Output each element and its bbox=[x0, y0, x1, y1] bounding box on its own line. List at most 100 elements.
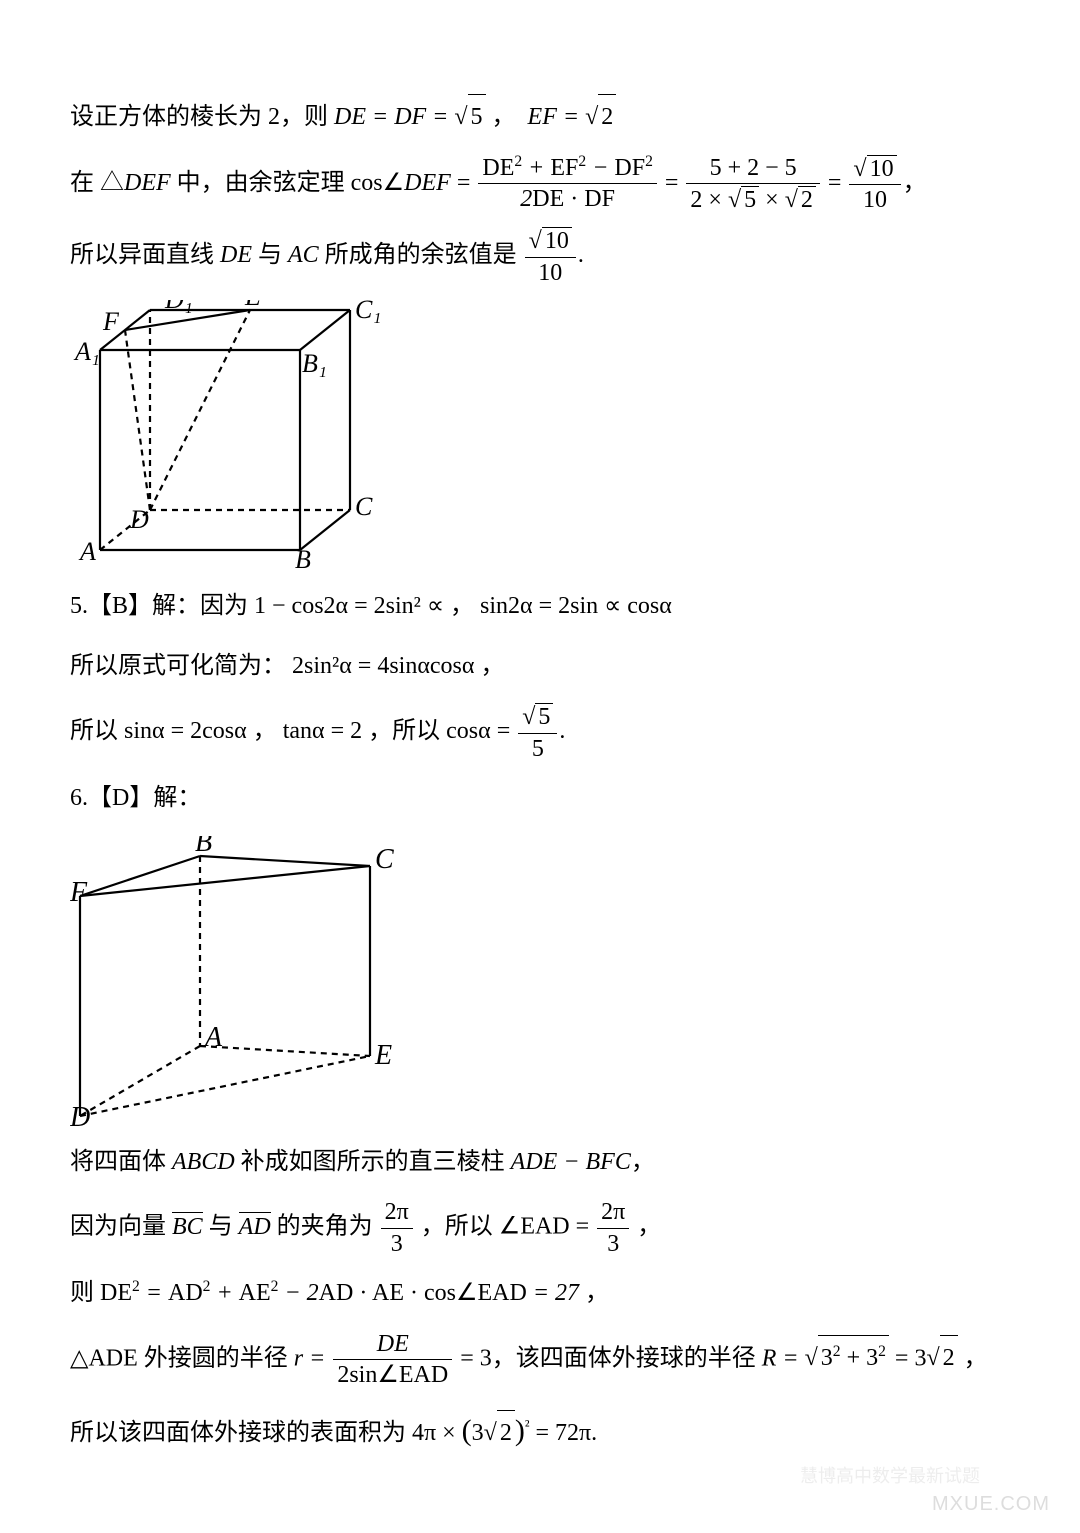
lbl-B: B bbox=[295, 545, 311, 570]
eq: = bbox=[451, 170, 477, 196]
tri: DEF bbox=[124, 170, 171, 196]
abcd: ABCD bbox=[172, 1149, 235, 1175]
cube-diagram: A B C D A₁ B₁ C₁ D₁ E F bbox=[70, 300, 380, 570]
tail: ， bbox=[964, 1345, 988, 1371]
eq1: 1 − cos2α = 2sin² ∝ bbox=[254, 593, 444, 619]
lbl-E: E bbox=[244, 300, 261, 311]
eq: = 3 bbox=[895, 1345, 927, 1371]
lp: ( bbox=[462, 1414, 472, 1447]
dot: . bbox=[578, 242, 584, 268]
sqrt-R: √32 + 32 bbox=[805, 1335, 889, 1382]
t: 所以该四面体外接球的表面积为 bbox=[70, 1420, 412, 1446]
t: 中，由余弦定理 bbox=[171, 170, 351, 196]
eq-ef: EF = bbox=[528, 104, 586, 130]
lbl-A1: A₁ bbox=[73, 337, 100, 366]
q6-d: △ADE 外接圆的半径 r = DE 2sin∠EAD = 3，该四面体外接球的… bbox=[70, 1331, 1010, 1389]
t: 所以原式可化简为： bbox=[70, 653, 286, 679]
frac1: 2π3 bbox=[381, 1199, 413, 1257]
q6-c: 则 DE2 = AD2 + AE2 − 2AD · AE · cos∠EAD =… bbox=[70, 1271, 1010, 1317]
frac2: 2π3 bbox=[597, 1199, 629, 1257]
cos: cosα = bbox=[446, 718, 516, 744]
lbl-A: A bbox=[203, 1022, 223, 1053]
ad: AD bbox=[239, 1212, 271, 1240]
sqrt2: √2 bbox=[926, 1335, 957, 1382]
lbl-B1: B₁ bbox=[302, 349, 327, 378]
t: 外接圆的半径 bbox=[138, 1345, 294, 1371]
lbl-D: D bbox=[129, 505, 149, 534]
eq2: tanα = 2 bbox=[283, 718, 362, 744]
frac2: 5 + 2 − 5 2 × √5 × √2 bbox=[686, 155, 819, 214]
q6-head: 6.【D】解： bbox=[70, 776, 1010, 822]
sqrt2b: √2 bbox=[484, 1410, 515, 1457]
watermark-url: MXUE.COM bbox=[932, 1485, 1050, 1523]
t: 在 △ bbox=[70, 170, 124, 196]
eq-de-df: DE = DF = bbox=[334, 104, 454, 130]
ang: ∠EAD = bbox=[499, 1214, 595, 1240]
dot: . bbox=[591, 1420, 597, 1446]
cos: cos∠ bbox=[351, 170, 405, 196]
frac3: √10 10 bbox=[849, 155, 900, 214]
lbl-F: F bbox=[70, 877, 88, 908]
t: 所以异面直线 bbox=[70, 242, 220, 268]
sep: ， bbox=[253, 718, 277, 744]
lbl-C: C bbox=[355, 492, 373, 521]
head: 5.【B】解：因为 bbox=[70, 593, 254, 619]
bc: BC bbox=[172, 1212, 203, 1240]
frac: √10 10 bbox=[525, 227, 576, 286]
lbl-C1: C₁ bbox=[355, 300, 380, 324]
q6-a: 将四面体 ABCD 补成如图所示的直三棱柱 ADE − BFC， bbox=[70, 1140, 1010, 1186]
eq: 2sin²α = 4sinαcosα bbox=[292, 653, 474, 679]
lbl-D1: D₁ bbox=[164, 300, 193, 314]
tri: △ADE bbox=[70, 1345, 138, 1371]
lbl-B: B bbox=[195, 836, 212, 858]
q6-b: 因为向量 BC 与 AD 的夹角为 2π3 ，所以 ∠EAD = 2π3 ， bbox=[70, 1199, 1010, 1257]
t: ，所以 bbox=[421, 1214, 499, 1240]
t: 与 bbox=[252, 242, 288, 268]
t: 所成角的余弦值是 bbox=[319, 242, 523, 268]
lbl-D: D bbox=[70, 1102, 90, 1126]
tail: ， bbox=[480, 653, 504, 679]
q5-line3: 所以 sinα = 2cosα ， tanα = 2 ，所以 cosα = √5… bbox=[70, 703, 1010, 762]
angle: DEF bbox=[404, 170, 451, 196]
sep2: ，所以 bbox=[368, 718, 446, 744]
q5-line2: 所以原式可化简为： 2sin²α = 4sinαcosα ， bbox=[70, 644, 1010, 690]
R: R = bbox=[762, 1345, 805, 1371]
sq: ² bbox=[525, 1418, 530, 1435]
t: 将四面体 bbox=[70, 1149, 172, 1175]
tail: ， bbox=[585, 1280, 609, 1306]
text: 设正方体的棱长为 2，则 bbox=[70, 104, 334, 130]
lbl-F: F bbox=[102, 307, 120, 336]
ac: AC bbox=[288, 242, 319, 268]
frac-cos: √5 5 bbox=[518, 703, 557, 762]
dot: . bbox=[559, 718, 565, 744]
t: 所以 bbox=[70, 718, 124, 744]
lbl-A: A bbox=[78, 537, 96, 566]
t: 补成如图所示的直三棱柱 bbox=[235, 1149, 511, 1175]
eq3: = 3 bbox=[460, 1345, 492, 1371]
sep: ， bbox=[450, 593, 474, 619]
lbl-C: C bbox=[375, 844, 394, 875]
tail: ， bbox=[637, 1214, 661, 1240]
sqrt2: √2 bbox=[585, 94, 616, 141]
para-cube-edge: 设正方体的棱长为 2，则 DE = DF = √5 ， EF = √2 bbox=[70, 94, 1010, 141]
tail: ， bbox=[903, 170, 927, 196]
prism-diagram: B C F A E D bbox=[70, 836, 400, 1126]
tail: ， bbox=[631, 1149, 655, 1175]
t: 的夹角为 bbox=[271, 1214, 379, 1240]
eq2: sin2α = 2sin ∝ cosα bbox=[480, 593, 672, 619]
q6-e: 所以该四面体外接球的表面积为 4π × (3√2)² = 72π. bbox=[70, 1402, 1010, 1459]
frac-r: DE 2sin∠EAD bbox=[333, 1331, 452, 1389]
sep: ， bbox=[492, 104, 516, 130]
para-cosine-law: 在 △DEF 中，由余弦定理 cos∠DEF = DE2 + EF2 − DF2… bbox=[70, 155, 1010, 214]
t: 则 bbox=[70, 1280, 100, 1306]
ade: ADE − BFC bbox=[511, 1149, 631, 1175]
q5-line1: 5.【B】解：因为 1 − cos2α = 2sin² ∝ ， sin2α = … bbox=[70, 584, 1010, 630]
t: ，该四面体外接球的半径 bbox=[492, 1345, 762, 1371]
sqrt5: √5 bbox=[454, 94, 485, 141]
three: 3 bbox=[472, 1420, 484, 1446]
t: 因为向量 bbox=[70, 1214, 172, 1240]
para-result-angle: 所以异面直线 DE 与 AC 所成角的余弦值是 √10 10 . bbox=[70, 227, 1010, 286]
r: r = bbox=[294, 1345, 332, 1371]
eq1: sinα = 2cosα bbox=[124, 718, 247, 744]
t: 与 bbox=[203, 1214, 239, 1240]
